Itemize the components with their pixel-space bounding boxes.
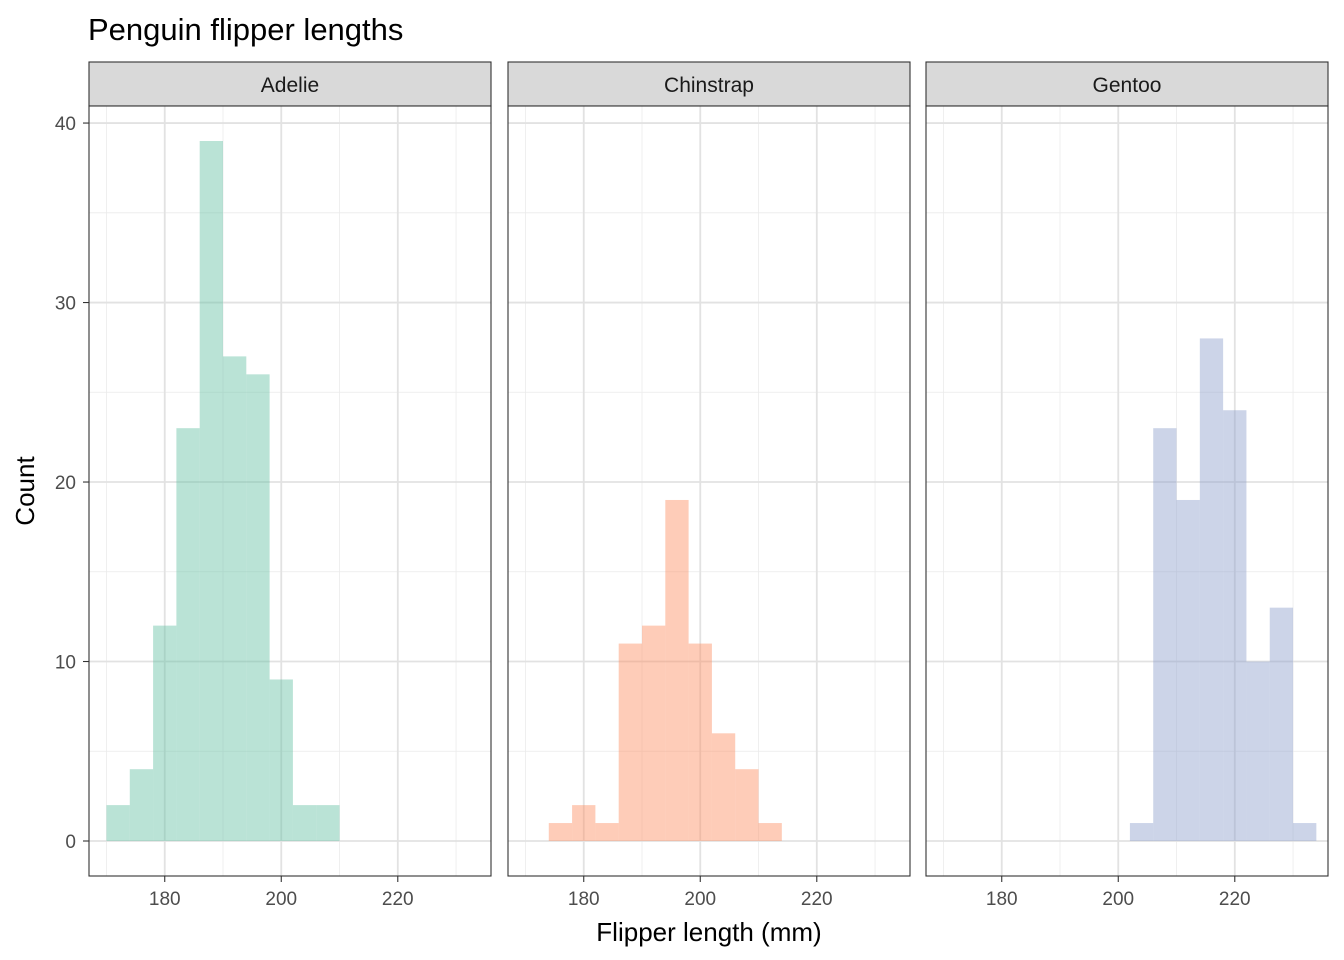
panel-border [925, 105, 1329, 877]
plot-background [89, 106, 491, 876]
facet-panel-adelie: Adelie 180 200 220 [88, 61, 492, 910]
histogram-bar [572, 805, 596, 841]
facet-strip [507, 61, 911, 107]
histogram-bar [735, 769, 759, 841]
histogram-bar [642, 625, 666, 841]
y-axis-title: Count [10, 456, 40, 526]
facet-strip [925, 61, 1329, 107]
histogram-bar [1176, 499, 1200, 841]
x-tick-label: 200 [1102, 889, 1134, 910]
histogram-bar [223, 356, 247, 841]
histogram-bar [1129, 823, 1154, 841]
y-tick-label: 10 [55, 653, 76, 674]
histogram-bar [1293, 823, 1317, 841]
histogram-bar [176, 428, 200, 841]
x-tick-label: 180 [568, 889, 600, 910]
y-tick-label: 0 [65, 832, 76, 853]
x-tick-label: 220 [801, 889, 833, 910]
plot-background [926, 106, 1328, 876]
histogram-bar [665, 499, 689, 841]
y-tick-label: 20 [55, 473, 76, 494]
x-axis-title: Flipper length (mm) [596, 917, 821, 947]
y-axis: 0 10 20 30 40 [55, 114, 89, 853]
plot-background [508, 106, 910, 876]
histogram-bar [1199, 338, 1224, 841]
histogram-bar [688, 643, 712, 841]
histogram-bar [199, 141, 223, 841]
x-tick-label: 180 [149, 889, 181, 910]
histogram-bar [246, 374, 270, 841]
panel-border [507, 105, 911, 877]
panel-border [88, 105, 492, 877]
histogram-bar [129, 769, 154, 841]
facet-panel-chinstrap: Chinstrap 180 200 220 [507, 61, 911, 910]
x-tick-label: 200 [265, 889, 297, 910]
x-tick-label: 180 [986, 889, 1018, 910]
histogram-bar [106, 805, 130, 841]
histogram-bar [153, 625, 177, 841]
x-tick-label: 220 [382, 889, 414, 910]
histogram-bar [292, 805, 317, 841]
histogram-bar [618, 643, 642, 841]
x-tick-label: 200 [684, 889, 716, 910]
y-tick-label: 40 [55, 114, 76, 135]
facet-panels: Adelie 180 200 220 Chinstrap 180 200 220 Gentoo 1… [88, 61, 1329, 910]
histogram-bar [316, 805, 340, 841]
histogram-bar [1246, 661, 1270, 841]
facet-panel-gentoo: Gentoo 180 200 220 [925, 61, 1329, 910]
histogram-bar [711, 733, 736, 841]
histogram-bar [758, 823, 782, 841]
histogram-bar [548, 823, 573, 841]
facet-strip-label: Gentoo [1093, 74, 1162, 97]
facet-strip [88, 61, 492, 107]
chart-title: Penguin flipper lengths [88, 12, 403, 47]
facet-strip-label: Adelie [261, 74, 319, 97]
histogram-bar [269, 679, 293, 841]
histogram-bar [1223, 410, 1247, 841]
histogram-bar [595, 823, 619, 841]
histogram-bar [1153, 428, 1177, 841]
facet-strip-label: Chinstrap [664, 74, 754, 97]
histogram-bar [1269, 607, 1294, 841]
y-tick-label: 30 [55, 294, 76, 315]
x-tick-label: 220 [1219, 889, 1251, 910]
